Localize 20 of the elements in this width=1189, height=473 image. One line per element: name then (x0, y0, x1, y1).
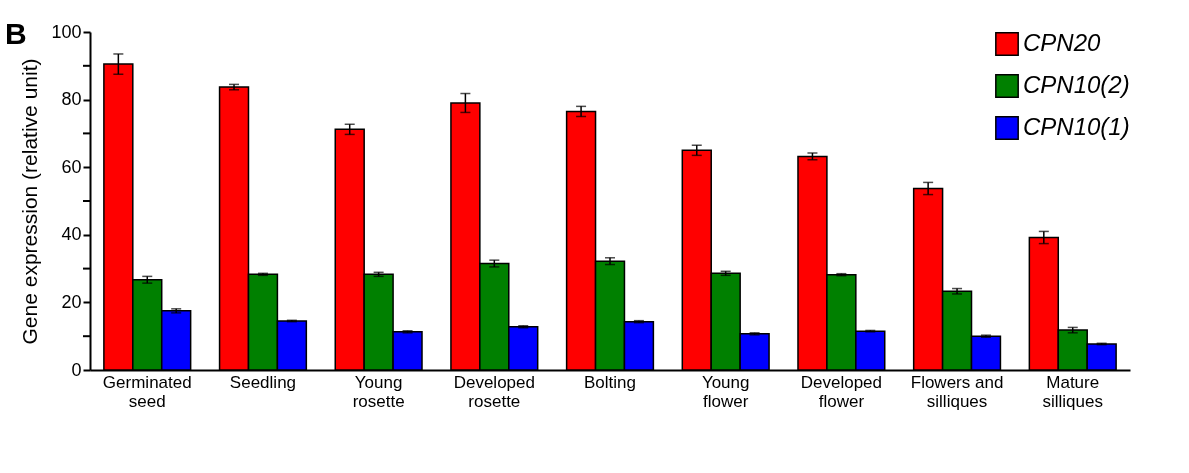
legend-label: CPN20 (1023, 29, 1102, 56)
x-tick-label: Young flower (701, 372, 750, 411)
text: B (5, 17, 27, 50)
y-tick-label: 80 (61, 89, 82, 110)
x-tick-label: Bolting (584, 372, 636, 392)
legend-label: CPN10(1) (1023, 113, 1130, 140)
y-tick-label: 60 (61, 156, 82, 177)
y-axis-title: Gene expression (relative unit) (18, 58, 42, 345)
x-tick-label: Mature silliques (1042, 372, 1103, 411)
y-tick-label: 40 (61, 224, 82, 245)
x-tick-label: Young rosette (352, 372, 405, 411)
y-tick-label: 100 (51, 21, 82, 42)
x-tick-label: Flowers and silliques (910, 372, 1004, 411)
y-tick-label: 0 (71, 359, 82, 380)
legend-label: CPN10(2) (1023, 71, 1130, 98)
x-tick-label: Seedling (229, 372, 297, 392)
y-tick-label: 20 (61, 291, 82, 312)
x-tick-label: Developed rosette (453, 372, 535, 411)
x-tick-label: Developed flower (800, 372, 883, 411)
x-tick-label: Germinated seed (102, 372, 192, 411)
